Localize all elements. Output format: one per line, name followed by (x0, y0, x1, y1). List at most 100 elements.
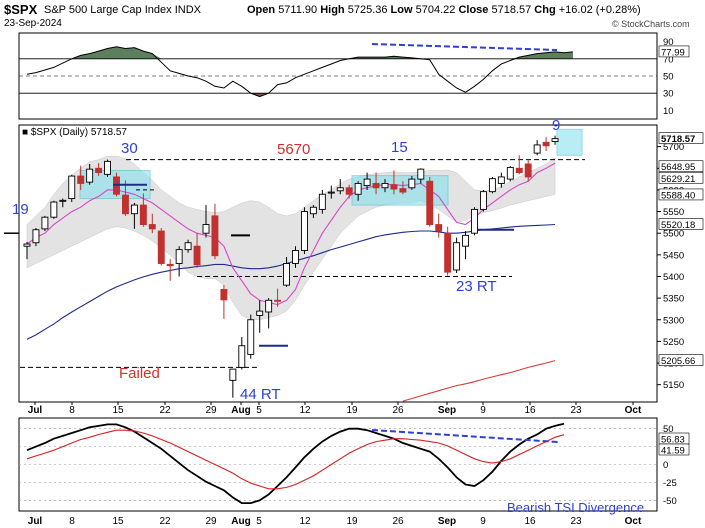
candle-body (247, 319, 255, 355)
low-value: 5704.22 (415, 4, 456, 16)
candle-body (453, 242, 461, 271)
series-legend-label: ■ $SPX (Daily) 5718.57 (22, 127, 127, 138)
tsi-x-label: Jul (28, 516, 43, 527)
candle-body (381, 182, 389, 189)
rsi-y-label: 50 (663, 72, 674, 83)
price-y-label: 5500 (663, 229, 684, 240)
tsi-line (26, 429, 565, 490)
price-x-label: 8 (69, 405, 75, 416)
candle-body (41, 216, 49, 230)
price-x-label: 22 (159, 405, 171, 416)
candle-body (59, 199, 67, 202)
candle-body (471, 208, 478, 234)
candle-body (220, 289, 228, 301)
candle-body (274, 299, 282, 302)
candle-body (327, 191, 335, 194)
symbol-name: S&P 500 Large Cap Index INDX (44, 4, 201, 16)
price-x-label: 9 (480, 405, 486, 416)
price-value-box (658, 132, 704, 144)
candle-body (542, 141, 550, 147)
price-y-label: 5700 (663, 142, 684, 153)
rsi-value-box (658, 45, 690, 58)
price-x-label: Oct (625, 405, 642, 416)
close-label: Close (458, 4, 489, 16)
candle-body (283, 263, 290, 286)
candle-body (345, 187, 353, 195)
price-y-label: 5550 (663, 207, 684, 218)
chg-value: +16.02 (+0.28%) (558, 4, 641, 16)
price-x-label: Aug (231, 405, 250, 416)
price-value-label: 5205.66 (661, 356, 695, 367)
candle-body (309, 206, 317, 215)
rsi-divergence-line (371, 43, 558, 51)
ma-red-line (402, 360, 556, 402)
candle-body (104, 160, 112, 175)
chart-date: 23-Sep-2024 (4, 18, 62, 29)
watermark: © StockCharts.com (612, 19, 690, 29)
candle-body (50, 201, 58, 218)
candle-body (130, 204, 138, 215)
price-value-label: 5648.95 (661, 162, 695, 173)
candle-body (336, 187, 344, 192)
high-value: 5725.36 (347, 4, 388, 16)
tsi-x-label: Oct (625, 516, 642, 527)
candle-body (435, 224, 443, 232)
candle-body (301, 211, 308, 251)
tsi-x-label: 15 (112, 516, 124, 527)
annotation-9: 9 (552, 117, 560, 134)
candle-body (354, 182, 362, 195)
candle-body (77, 175, 85, 184)
price-value-box (658, 354, 704, 366)
candle-body (238, 345, 246, 368)
close-value: 5718.57 (491, 4, 532, 16)
tsi-value-label: 41.59 (661, 446, 685, 457)
index-name: S&P 500 Large Cap Index (44, 4, 172, 16)
candle-body (32, 229, 40, 244)
tsi-value-box (658, 443, 690, 456)
candle-body (193, 245, 201, 266)
candle-body (462, 234, 469, 247)
candle-body (444, 232, 452, 273)
price-x-label: 23 (570, 405, 582, 416)
candle-body (497, 176, 505, 184)
highlight-box-9 (556, 128, 583, 156)
tsi-divergence-line (371, 429, 559, 443)
rsi-line (26, 46, 573, 98)
symbol: $SPX (4, 2, 38, 17)
tsi-x-label: Sep (438, 516, 456, 527)
candle-body (139, 204, 147, 225)
price-x-label: 12 (299, 405, 311, 416)
annotation-30: 30 (121, 140, 138, 157)
annotation-44rt: 44 RT (240, 386, 281, 403)
annotation-23rt: 23 RT (456, 278, 497, 295)
rsi-y-label: 10 (663, 106, 674, 117)
candle-body (184, 242, 192, 251)
annotation-failed: Failed (119, 365, 160, 382)
tsi-x-label: 16 (524, 516, 536, 527)
tsi-x-label: 5 (256, 516, 262, 527)
ma-navy-line (26, 223, 556, 340)
price-y-label: 5250 (663, 337, 684, 348)
price-x-label: 19 (346, 405, 358, 416)
tsi-line (26, 422, 565, 504)
price-y-label: 5150 (663, 380, 684, 391)
price-y-label: 5350 (663, 294, 684, 305)
tsi-x-label: 12 (299, 516, 311, 527)
tsi-x-label: 19 (346, 516, 358, 527)
candle-body (211, 215, 219, 257)
price-y-label: 5450 (663, 250, 684, 261)
candle-body (426, 180, 434, 225)
candle-body (256, 310, 264, 316)
rsi-panel: 90 70 50 30 10 77.99 (18, 32, 690, 120)
price-x-label: 16 (524, 405, 536, 416)
tsi-y-label: 0 (663, 460, 668, 471)
tsi-y-label: -50 (663, 496, 677, 507)
tsi-y-label: 50 (663, 424, 674, 435)
rsi-value-label: 77.99 (661, 47, 685, 58)
candle-body (202, 224, 210, 234)
annotation-5670: 5670 (277, 141, 310, 158)
candle-body (121, 194, 129, 215)
candle-body (480, 191, 487, 210)
candle-body (166, 263, 174, 267)
